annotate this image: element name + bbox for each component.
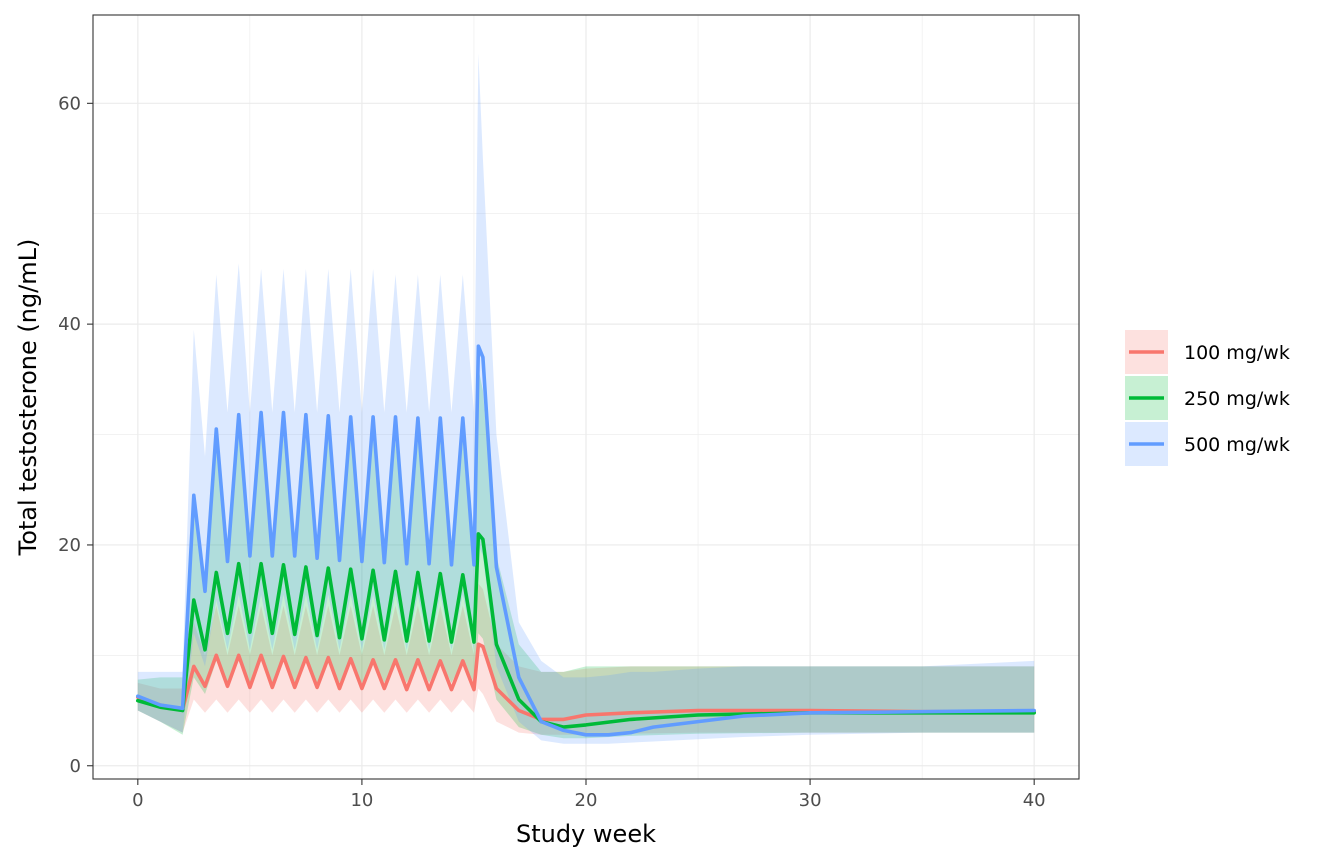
ribbon-500-mg-wk bbox=[137, 53, 1035, 744]
x-axis-title: Study week bbox=[516, 820, 656, 848]
x-tick-label: 10 bbox=[350, 790, 373, 811]
line-100-mg-wk bbox=[136, 642, 1036, 722]
x-tick-label: 30 bbox=[799, 790, 822, 811]
confidence-ribbons bbox=[137, 53, 1035, 744]
legend-label: 250 mg/wk bbox=[1184, 388, 1290, 410]
y-tick-label: 40 bbox=[58, 314, 81, 335]
legend-label: 500 mg/wk bbox=[1184, 434, 1290, 456]
y-axis-title: Total testosterone (ng/mL) bbox=[14, 239, 42, 557]
x-axis-ticks: 0 10 20 30 40 bbox=[132, 779, 1046, 811]
line-500-mg-wk bbox=[136, 344, 1036, 737]
x-tick-label: 40 bbox=[1023, 790, 1046, 811]
y-tick-label: 0 bbox=[70, 756, 81, 777]
y-tick-label: 20 bbox=[58, 535, 81, 556]
major-grid bbox=[93, 15, 1079, 779]
legend-item-100-mg-wk: 100 mg/wk bbox=[1125, 330, 1290, 374]
ribbon-100-mg-wk bbox=[137, 583, 1035, 735]
ribbon-250-mg-wk bbox=[137, 368, 1035, 739]
y-axis-ticks: 0 20 40 60 bbox=[58, 93, 93, 777]
y-tick-label: 60 bbox=[58, 93, 81, 114]
x-tick-label: 20 bbox=[575, 790, 598, 811]
legend-item-250-mg-wk: 250 mg/wk bbox=[1125, 376, 1290, 420]
x-tick-label: 0 bbox=[132, 790, 143, 811]
median-lines bbox=[136, 344, 1036, 737]
legend: 100 mg/wk 250 mg/wk 500 mg/wk bbox=[1125, 330, 1290, 466]
legend-label: 100 mg/wk bbox=[1184, 342, 1290, 364]
legend-item-500-mg-wk: 500 mg/wk bbox=[1125, 422, 1290, 466]
